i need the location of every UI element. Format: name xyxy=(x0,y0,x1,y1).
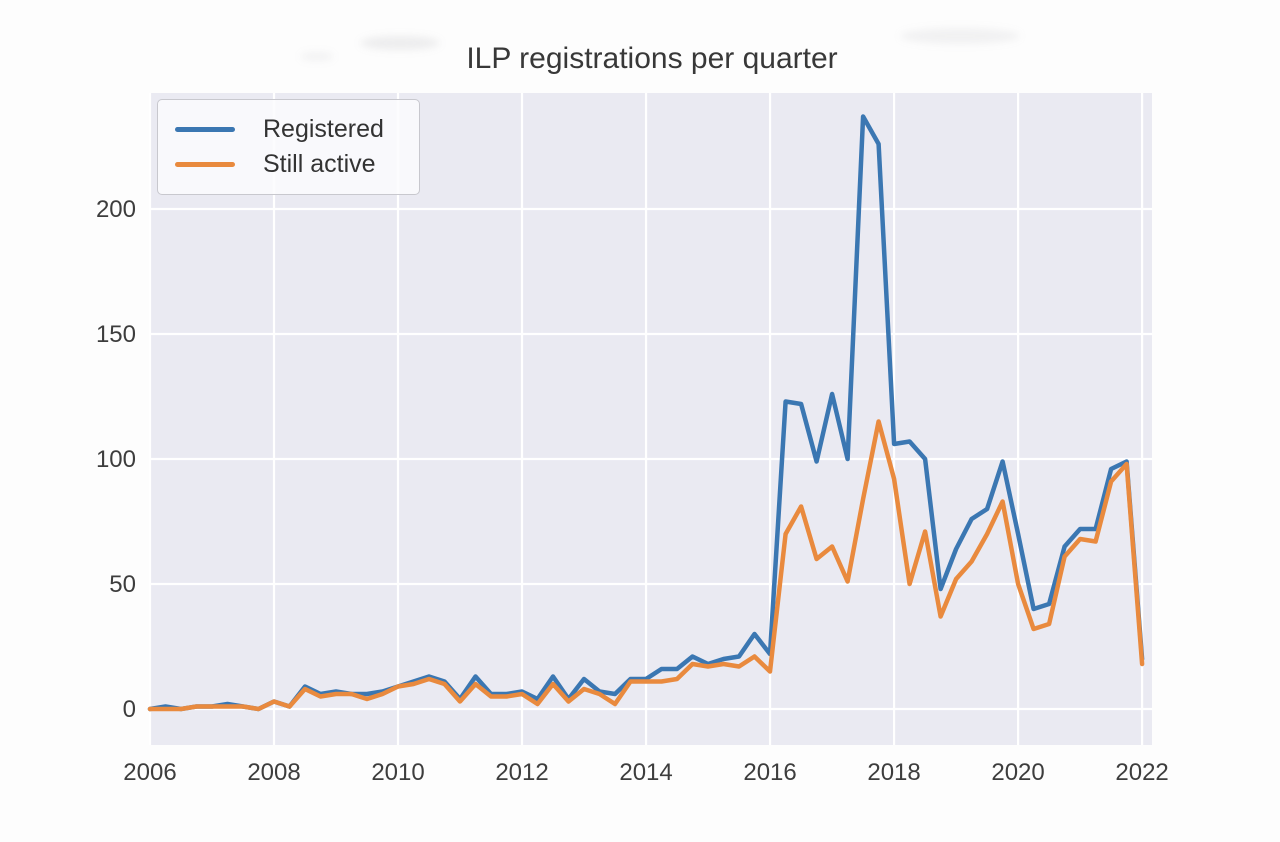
y-tick-label: 100 xyxy=(96,446,136,473)
chart-title: ILP registrations per quarter xyxy=(466,42,838,75)
y-tick-label: 0 xyxy=(123,696,136,723)
scan-smudge xyxy=(360,36,440,50)
x-tick-label: 2020 xyxy=(991,759,1044,786)
legend-item-registered: Registered xyxy=(175,114,409,143)
legend-item-still-active: Still active xyxy=(175,152,409,177)
scan-smudge xyxy=(900,28,1020,44)
legend-line-swatch-still-active xyxy=(175,162,235,168)
x-tick-label: 2018 xyxy=(867,759,920,786)
legend-label-still-active: Still active xyxy=(263,150,376,179)
y-tick-label: 50 xyxy=(109,571,136,598)
x-tick-label: 2022 xyxy=(1115,759,1168,786)
x-tick-label: 2014 xyxy=(619,759,672,786)
x-tick-label: 2012 xyxy=(495,759,548,786)
series-line-registered xyxy=(147,114,1145,712)
x-tick-label: 2010 xyxy=(371,759,424,786)
y-tick-label: 150 xyxy=(96,321,136,348)
plot-area xyxy=(150,93,1152,745)
legend-label-registered: Registered xyxy=(263,114,384,143)
x-tick-label: 2016 xyxy=(743,759,796,786)
x-tick-label: 2008 xyxy=(247,759,300,786)
y-tick-label: 200 xyxy=(96,196,136,223)
series-line-still-active xyxy=(147,419,1145,712)
legend: Registered Still active xyxy=(157,99,420,195)
x-tick-label: 2006 xyxy=(123,759,176,786)
legend-line-swatch-registered xyxy=(175,126,235,132)
scan-smudge xyxy=(300,52,334,61)
